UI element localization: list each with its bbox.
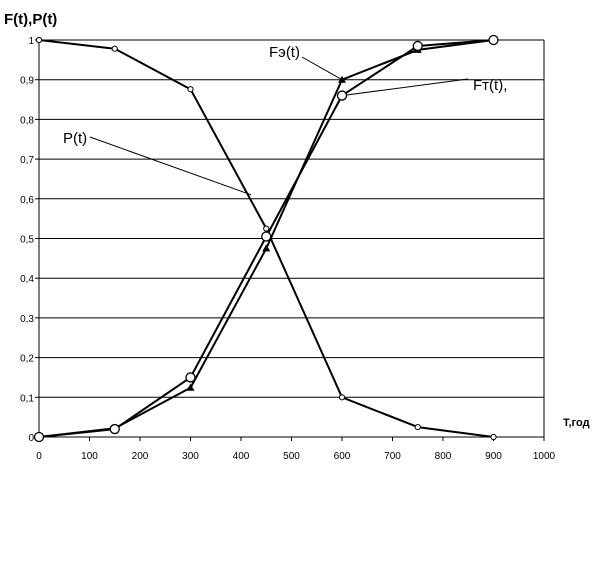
x-tick-label-8: 800 — [435, 451, 452, 462]
marker-ft-0 — [33, 431, 45, 443]
marker-ft-6 — [488, 34, 499, 46]
y-tick-label-10: 1 — [28, 36, 34, 47]
marker-ft-1 — [109, 423, 120, 435]
annotation-p: P(t) — [63, 130, 87, 147]
x-tick-labels: 0 100 200 300 400 500 600 700 800 900 1000 — [36, 451, 555, 462]
x-tick-label-10: 1000 — [533, 451, 556, 462]
annotation-leader-p — [89, 136, 252, 196]
x-tick-label-3: 300 — [182, 451, 199, 462]
y-tick-label-5: 0,5 — [20, 235, 34, 246]
marker-p-2 — [187, 86, 194, 93]
y-tick-label-8: 0,8 — [20, 115, 34, 126]
y-tick-label-0: 0 — [28, 433, 34, 444]
y-tick-labels: 0 0,1 0,2 0,3 0,4 0,5 0,6 0,7 0,8 0,9 1 — [20, 36, 34, 444]
marker-fe-3 — [262, 244, 271, 252]
marker-p-0 — [35, 36, 43, 44]
marker-p-1 — [111, 45, 118, 52]
x-tick-label-9: 900 — [485, 451, 502, 462]
y-tick-label-3: 0,3 — [20, 314, 34, 325]
x-axis-title: T,год — [563, 417, 590, 429]
y-tick-label-6: 0,6 — [20, 195, 34, 206]
x-tick-label-7: 700 — [384, 451, 401, 462]
x-tick-label-6: 600 — [334, 451, 351, 462]
x-tick-label-0: 0 — [36, 451, 42, 462]
y-tick-label-2: 0,2 — [20, 354, 34, 365]
marker-fe-4 — [338, 75, 346, 83]
marker-fe-2 — [186, 383, 195, 391]
x-tick-label-5: 500 — [283, 451, 300, 462]
marker-ft-4 — [336, 90, 348, 101]
marker-p-4 — [338, 394, 346, 401]
annotation-ft: Fт(t), — [473, 77, 507, 94]
gridlines — [39, 39, 544, 398]
series-markers — [33, 34, 499, 443]
y-tick-label-7: 0,7 — [20, 155, 34, 166]
x-tick-label-2: 200 — [132, 451, 149, 462]
axes — [35, 39, 545, 441]
annotation-fe: Fэ(t) — [269, 44, 300, 61]
marker-p-5 — [414, 423, 421, 431]
marker-p-3 — [263, 225, 270, 232]
annotation-leader-ft — [341, 78, 469, 97]
marker-ft-3 — [261, 231, 272, 242]
y-tick-label-1: 0,1 — [20, 393, 34, 404]
annotation-leader-fe — [301, 56, 343, 81]
marker-p-6 — [490, 433, 497, 441]
x-tick-label-1: 100 — [81, 451, 98, 462]
y-axis-title: F(t),P(t) — [4, 11, 57, 28]
marker-ft-2 — [185, 372, 196, 383]
y-tick-label-4: 0,4 — [20, 274, 34, 285]
annotation-leaders — [89, 56, 469, 196]
x-tick-label-4: 400 — [233, 451, 250, 462]
marker-ft-5 — [412, 40, 423, 52]
y-tick-label-9: 0,9 — [20, 76, 34, 87]
